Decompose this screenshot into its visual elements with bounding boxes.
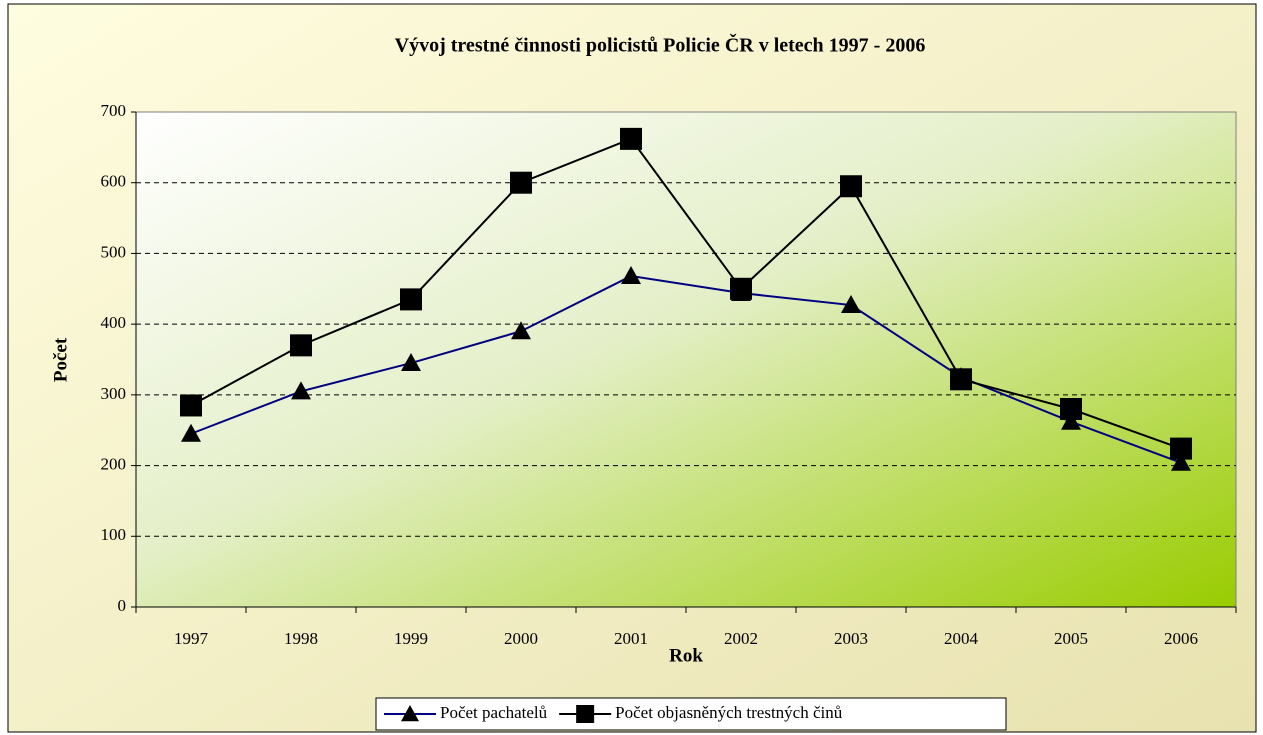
- plot-area: [135, 111, 1237, 608]
- marker: [841, 295, 861, 314]
- x-axis-title: Rok: [669, 645, 703, 666]
- y-axis-title: Počet: [50, 337, 71, 382]
- y-tick-label: 600: [101, 172, 127, 191]
- marker: [181, 423, 201, 442]
- legend: [375, 697, 1007, 731]
- x-tick-label: 2005: [1054, 629, 1088, 648]
- marker: [401, 705, 419, 722]
- marker: [840, 175, 862, 198]
- marker: [511, 321, 531, 340]
- x-tick-label: 1997: [174, 629, 209, 648]
- marker: [291, 381, 311, 400]
- series-line: [190, 137, 1182, 450]
- marker: [620, 127, 642, 150]
- y-tick-label: 0: [118, 596, 127, 615]
- marker: [950, 368, 972, 391]
- x-tick-label: 2006: [1164, 629, 1198, 648]
- marker: [1170, 437, 1192, 460]
- y-tick-label: 300: [101, 384, 127, 403]
- chart-title: Vývoj trestné činnosti policistů Policie…: [395, 33, 926, 57]
- y-tick-label: 500: [101, 242, 127, 261]
- y-tick-label: 200: [101, 454, 127, 473]
- x-tick-label: 2004: [944, 629, 979, 648]
- marker: [730, 277, 752, 300]
- legend-label: Počet pachatelů: [440, 703, 548, 722]
- marker: [1060, 398, 1082, 420]
- y-tick-label: 100: [101, 525, 127, 544]
- x-tick-label: 2003: [834, 629, 868, 648]
- marker: [401, 353, 421, 372]
- x-tick-label: 1998: [284, 629, 318, 648]
- marker: [180, 394, 202, 417]
- marker: [400, 288, 422, 311]
- marker: [1171, 452, 1191, 471]
- x-tick-label: 2002: [724, 629, 758, 648]
- x-tick-label: 2000: [504, 629, 538, 648]
- y-tick-label: 400: [101, 313, 127, 332]
- y-tick-label: 700: [101, 101, 127, 120]
- x-tick-label: 1999: [394, 629, 428, 648]
- x-tick-label: 2001: [614, 629, 648, 648]
- marker: [1061, 411, 1081, 430]
- legend-label: Počet objasněných trestných činů: [615, 703, 843, 722]
- marker: [576, 705, 595, 723]
- series-line: [190, 275, 1182, 464]
- marker: [510, 171, 532, 194]
- marker: [290, 334, 312, 357]
- marker: [621, 266, 641, 285]
